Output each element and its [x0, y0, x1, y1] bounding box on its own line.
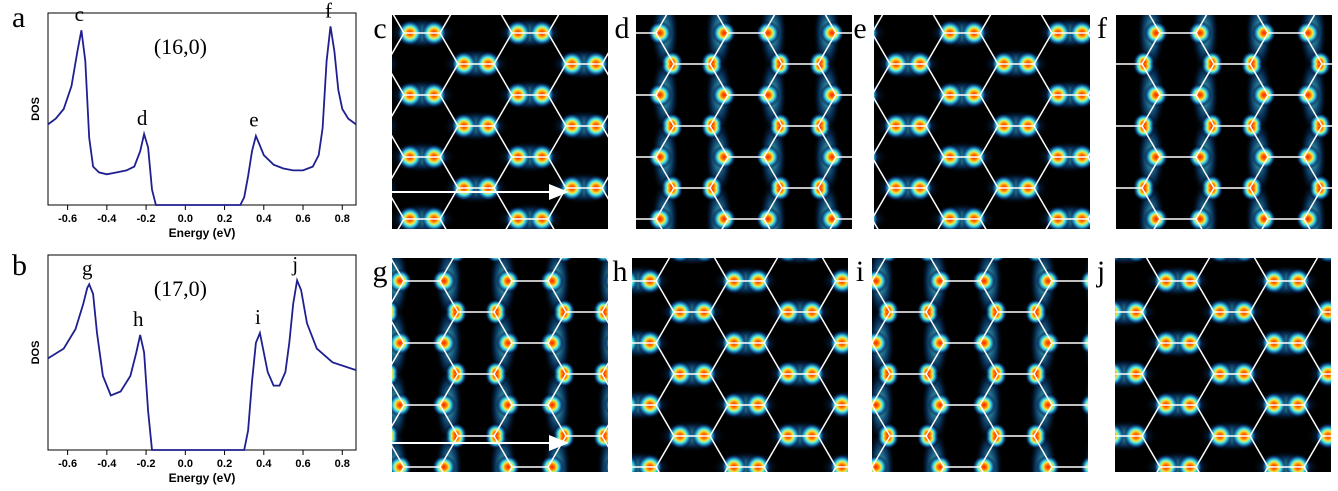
peak-label: e — [249, 108, 258, 132]
x-tick-label: 0.8 — [335, 458, 350, 470]
x-axis-label: Energy (eV) — [169, 226, 236, 240]
figure: a -0.6 -0.4 -0.2 0.0 0.2 0.4 0.6 0.8 Energy (eV) D… — [0, 0, 1338, 491]
peak-label: f — [325, 0, 332, 22]
density-map — [392, 258, 608, 472]
annotation: (17,0) — [154, 276, 207, 301]
peak-label: c — [75, 2, 84, 26]
density-map — [1115, 258, 1331, 472]
density-map — [392, 15, 608, 229]
x-tick-label: 0.6 — [295, 458, 310, 470]
density-map — [632, 258, 848, 472]
x-tick-label: -0.4 — [97, 213, 117, 225]
x-axis-label: Energy (eV) — [169, 471, 236, 485]
y-axis-label: DOS — [30, 97, 42, 121]
annotation: (16,0) — [154, 34, 207, 59]
panel-label: d — [615, 12, 630, 45]
peak-label: i — [255, 305, 261, 329]
x-tick-label: 0.0 — [178, 213, 193, 225]
peak-label: h — [133, 307, 144, 331]
x-tick-label: 0.2 — [217, 458, 232, 470]
dos-line — [48, 280, 356, 450]
panel-label: j — [1096, 255, 1105, 288]
panel-label: e — [853, 12, 866, 45]
x-tick-label: -0.4 — [97, 458, 117, 470]
x-tick-label: 0.0 — [178, 458, 193, 470]
panel-label: i — [856, 255, 864, 288]
density-map — [1116, 15, 1332, 229]
x-tick-label: 0.4 — [256, 213, 272, 225]
x-tick-label: 0.6 — [295, 213, 310, 225]
page: {"chart_data": [ {"type": "line", "panel… — [0, 0, 1338, 491]
x-tick-label: 0.4 — [256, 458, 272, 470]
panel-label: c — [373, 12, 386, 45]
density-map — [636, 15, 852, 229]
panel-label: h — [613, 255, 628, 288]
peak-label: j — [291, 252, 298, 276]
panel-label: f — [1097, 12, 1107, 45]
y-axis-label: DOS — [30, 341, 42, 365]
density-map — [874, 15, 1090, 229]
x-tick-label: 0.2 — [217, 213, 232, 225]
panel-label: a — [12, 1, 25, 34]
peak-label: g — [82, 256, 93, 280]
density-map — [872, 258, 1088, 472]
x-tick-label: -0.6 — [58, 458, 77, 470]
x-tick-label: 0.8 — [335, 213, 350, 225]
panel-label: g — [373, 255, 388, 288]
x-tick-label: -0.2 — [137, 213, 156, 225]
x-tick-label: -0.6 — [58, 213, 77, 225]
panel-label: b — [12, 249, 27, 282]
x-tick-label: -0.2 — [137, 458, 156, 470]
peak-label: d — [137, 106, 148, 130]
